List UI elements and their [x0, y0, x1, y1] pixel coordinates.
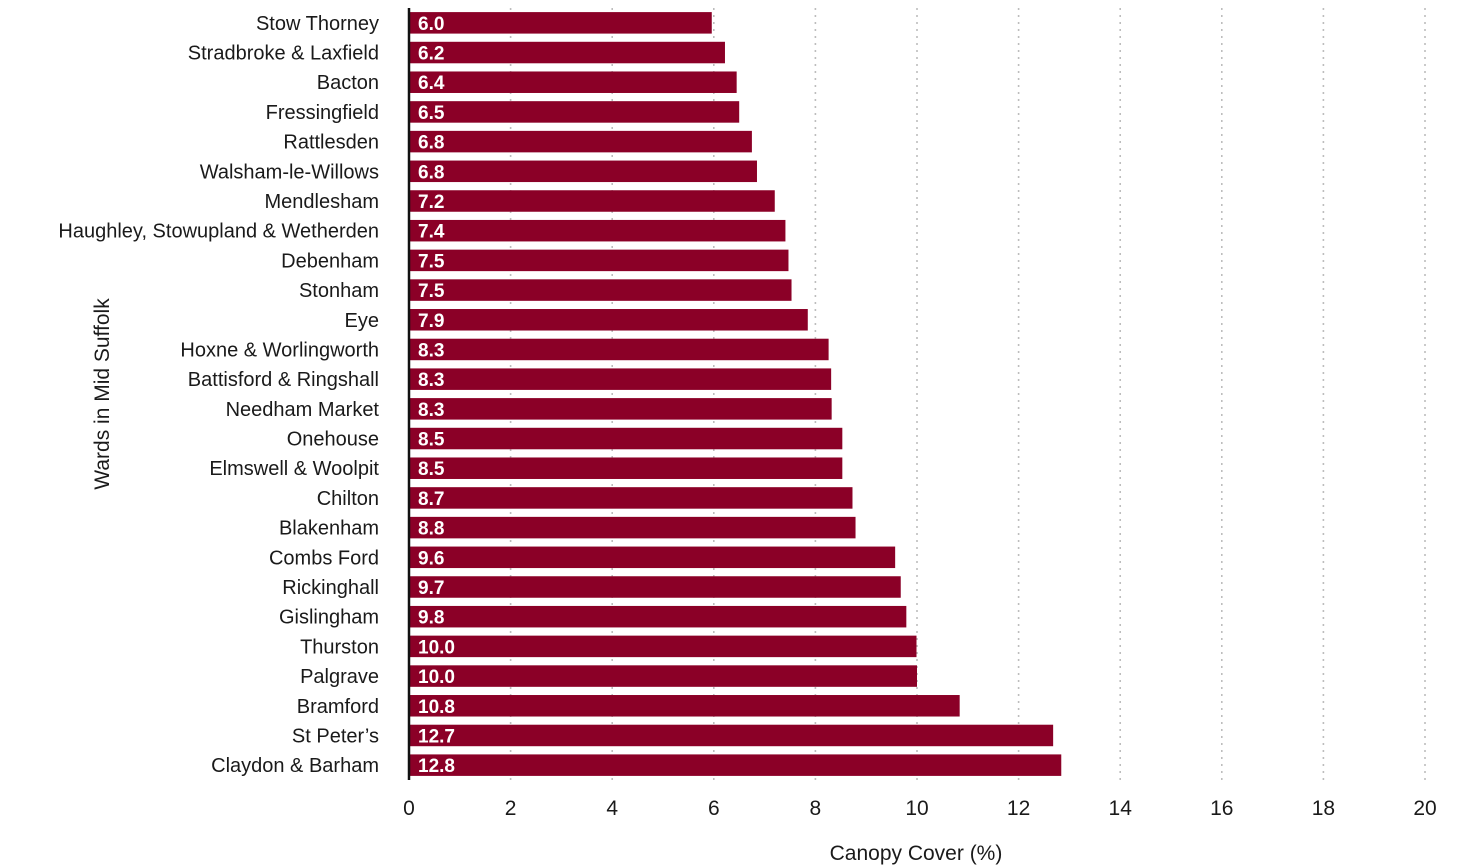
- bar-value-label: 6.5: [418, 103, 445, 124]
- bar-value-label: 9.7: [418, 578, 444, 599]
- bar-value-label: 6.8: [418, 133, 444, 154]
- category-label: Eye: [345, 310, 379, 332]
- category-label: Needham Market: [226, 399, 380, 421]
- bar: [409, 101, 740, 123]
- x-tick-label-6: 6: [708, 797, 720, 820]
- bar-value-label: 8.7: [418, 489, 444, 510]
- bar: [409, 635, 917, 658]
- category-label: Gislingham: [279, 607, 379, 629]
- x-tick-label-14: 14: [1109, 797, 1133, 820]
- bar: [409, 516, 856, 539]
- bar-value-label: 8.3: [418, 340, 444, 361]
- bar-value-label: 10.0: [418, 637, 455, 658]
- x-tick-label-10: 10: [905, 797, 928, 820]
- bar: [409, 41, 725, 64]
- bar-value-label: 7.2: [418, 192, 444, 213]
- bar-value-label: 6.4: [418, 73, 445, 94]
- bar: [409, 12, 712, 34]
- x-tick-label-12: 12: [1007, 797, 1030, 820]
- bar: [409, 279, 792, 301]
- category-label: Hoxne & Worlingworth: [180, 339, 379, 361]
- bar-value-label: 8.3: [418, 400, 444, 421]
- x-tick-label-0: 0: [403, 797, 415, 820]
- x-tick-label-20: 20: [1413, 797, 1436, 820]
- bar-value-label: 7.5: [418, 251, 445, 272]
- bar: [409, 338, 829, 361]
- category-label: Walsham-le-Willows: [200, 161, 379, 183]
- bar-value-label: 7.9: [418, 311, 444, 332]
- category-label: Palgrave: [300, 666, 379, 688]
- category-label: Blakenham: [279, 518, 379, 540]
- gridlines: [509, 8, 1426, 780]
- category-label: Battisford & Ringshall: [188, 369, 379, 391]
- category-label: Stradbroke & Laxfield: [188, 43, 379, 65]
- bar: [409, 576, 901, 598]
- category-label: Thurston: [300, 636, 379, 658]
- category-label: Chilton: [317, 488, 379, 510]
- bars: 6.0 6.2 6.4 6.5 6.8 6.8 7.2 7.4 7.5 7.5 7.9 8.3 8.3 8…: [409, 12, 1062, 777]
- category-label: Combs Ford: [269, 547, 379, 569]
- category-label: Onehouse: [287, 429, 379, 451]
- x-tick-label-8: 8: [810, 797, 822, 820]
- bar: [409, 665, 917, 687]
- bar: [409, 368, 832, 390]
- x-tick-labels: 0 2 4 6 8 10 12 14 16 18 20: [403, 797, 1437, 820]
- bar: [409, 546, 896, 569]
- category-label: St Peter’s: [292, 725, 379, 747]
- bar: [409, 605, 907, 628]
- x-tick-label-18: 18: [1312, 797, 1335, 820]
- bar: [409, 160, 757, 183]
- bar: [409, 427, 843, 450]
- category-label: Bramford: [297, 696, 379, 718]
- bar-value-label: 12.7: [418, 726, 455, 747]
- bar-value-label: 8.5: [418, 459, 445, 480]
- category-labels: Stow Thorney Stradbroke & Laxfield Bacton F…: [58, 13, 379, 777]
- category-label: Mendlesham: [264, 191, 379, 213]
- bar-value-label: 9.8: [418, 608, 444, 629]
- bar-value-label: 9.6: [418, 548, 444, 569]
- bar-value-label: 6.2: [418, 44, 444, 65]
- bar: [409, 130, 752, 153]
- x-tick-label-4: 4: [606, 797, 618, 820]
- x-tick-label-16: 16: [1210, 797, 1233, 820]
- bar-value-label: 6.8: [418, 162, 444, 183]
- category-label: Rattlesden: [283, 132, 379, 154]
- category-label: Debenham: [281, 250, 379, 272]
- bar-value-label: 7.4: [418, 222, 445, 243]
- category-label: Elmswell & Woolpit: [209, 458, 379, 480]
- bar-value-label: 10.0: [418, 667, 455, 688]
- bar-value-label: 6.0: [418, 14, 444, 35]
- bar: [409, 190, 775, 212]
- bar-value-label: 7.5: [418, 281, 445, 302]
- x-tick-label-2: 2: [505, 797, 517, 820]
- bar: [409, 754, 1062, 776]
- bar: [409, 457, 843, 479]
- bar: [409, 724, 1054, 747]
- bar-value-label: 10.8: [418, 697, 455, 718]
- category-label: Rickinghall: [282, 577, 379, 599]
- bar: [409, 219, 786, 242]
- bar: [409, 249, 789, 272]
- category-label: Stow Thorney: [256, 13, 379, 35]
- bar-value-label: 8.8: [418, 519, 444, 540]
- bar: [409, 695, 960, 717]
- category-label: Stonham: [299, 280, 379, 302]
- category-label: Claydon & Barham: [211, 755, 379, 777]
- bar: [409, 398, 832, 420]
- bar-value-label: 8.3: [418, 370, 444, 391]
- bar-value-label: 12.8: [418, 756, 455, 777]
- bar: [409, 71, 737, 93]
- x-axis-title: Canopy Cover (%): [830, 842, 1003, 865]
- category-label: Fressingfield: [266, 102, 379, 124]
- category-label: Haughley, Stowupland & Wetherden: [58, 221, 379, 243]
- bar-value-label: 8.5: [418, 430, 445, 451]
- y-axis-title: Wards in Mid Suffolk: [91, 298, 114, 490]
- category-label: Bacton: [317, 72, 379, 94]
- bar: [409, 487, 853, 509]
- bar: [409, 309, 808, 331]
